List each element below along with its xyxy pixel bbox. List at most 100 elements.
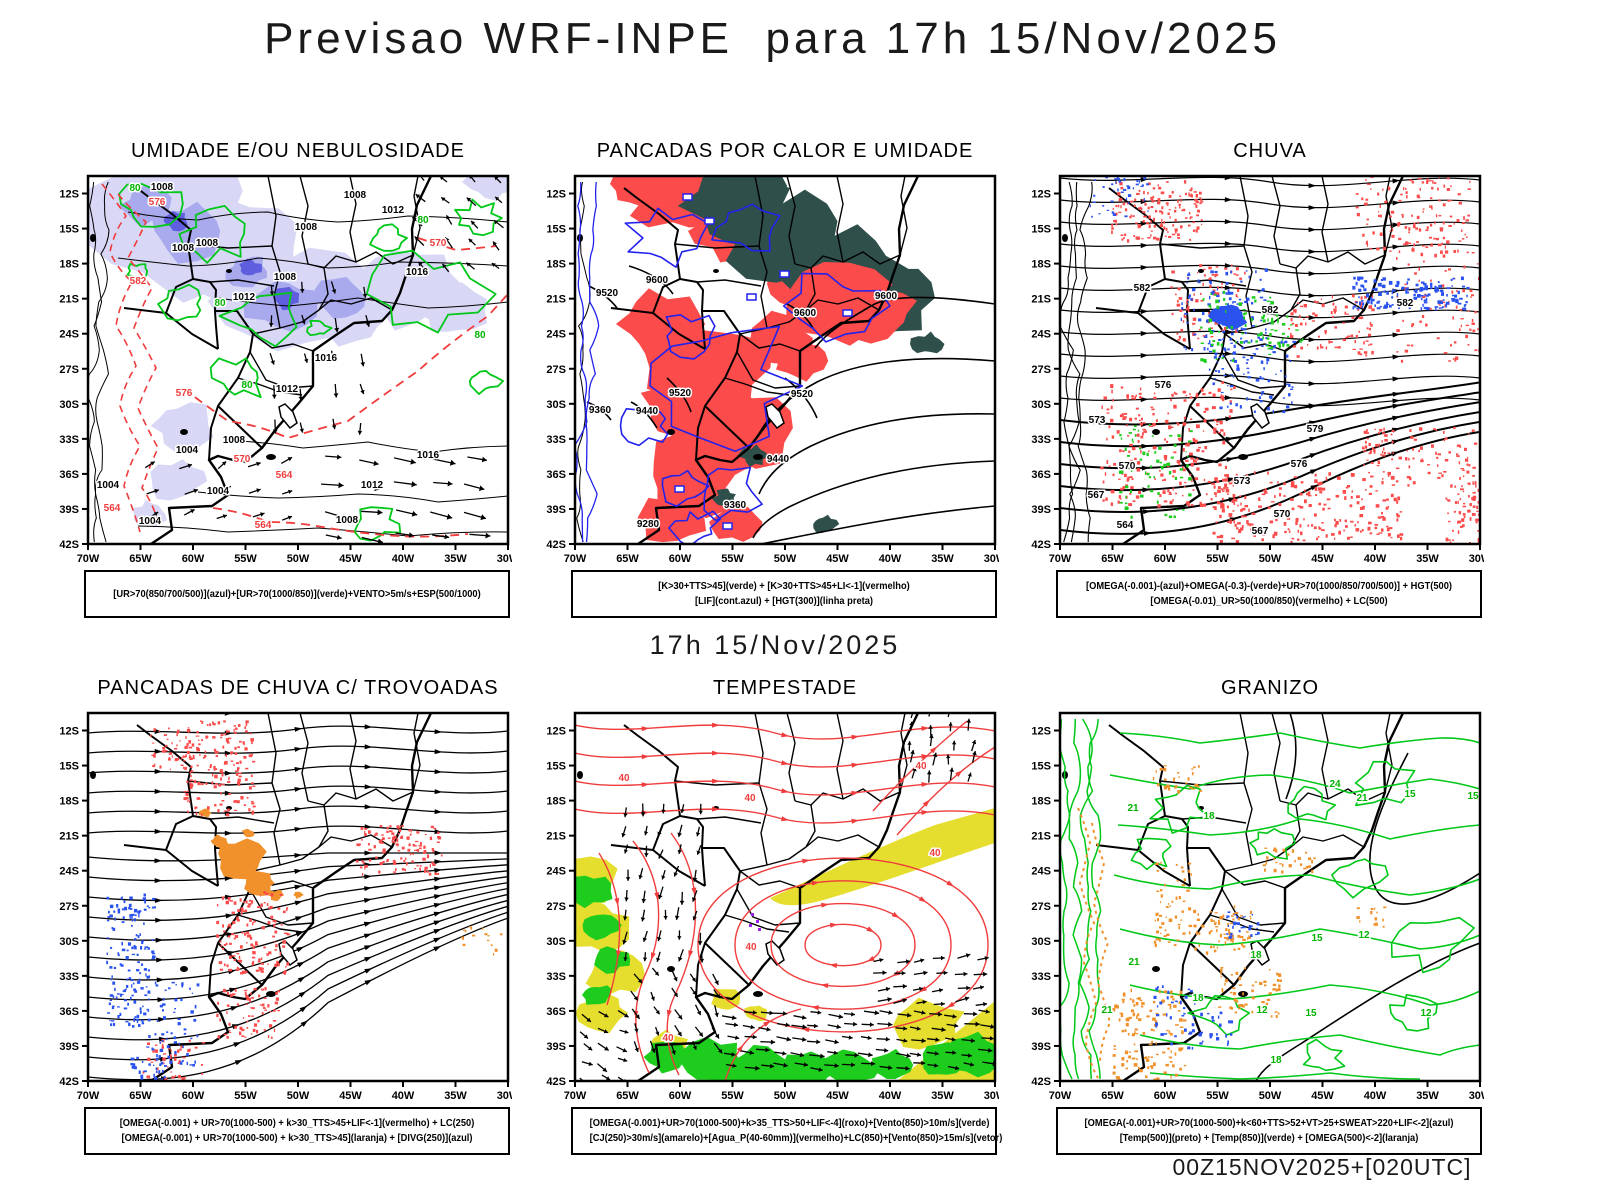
svg-text:1004: 1004: [139, 516, 162, 527]
svg-text:12S: 12S: [546, 726, 566, 738]
svg-text:24S: 24S: [59, 329, 79, 341]
svg-text:42S: 42S: [59, 539, 79, 551]
axis-ticks: 12S 15S 18S 21S 24S 27S 30S 33S 36S 39S 42S 70W 65W 6…: [546, 726, 999, 1103]
svg-text:9440: 9440: [767, 454, 790, 465]
caption-line: [OMEGA(-0.001)+UR>70(1000-500)+k>35_TTS>…: [589, 1118, 990, 1129]
svg-text:1008: 1008: [196, 238, 219, 249]
svg-text:55W: 55W: [234, 1090, 257, 1102]
map-chuva: 5825825825795765765735735705705675675641…: [1031, 174, 1484, 566]
svg-text:1012: 1012: [361, 480, 384, 491]
svg-text:50W: 50W: [774, 553, 797, 565]
svg-text:55W: 55W: [721, 1090, 744, 1102]
svg-text:15: 15: [1311, 933, 1323, 944]
svg-text:33S: 33S: [59, 434, 79, 446]
svg-text:21S: 21S: [1031, 831, 1051, 843]
caption-box: [K>30+TTS>45](verde) + [K>30+TTS>45+LI<-…: [571, 570, 997, 618]
svg-text:40W: 40W: [879, 553, 902, 565]
contour-labels: 582 582 582 579 576 576 573 573 570 570 567 567 564: [1086, 282, 1415, 539]
svg-text:582: 582: [1262, 305, 1279, 316]
svg-text:42S: 42S: [1031, 539, 1051, 551]
svg-text:18S: 18S: [1031, 259, 1051, 271]
svg-text:50W: 50W: [1259, 553, 1282, 565]
svg-text:576: 576: [149, 197, 166, 208]
svg-text:1012: 1012: [382, 205, 405, 216]
svg-text:21S: 21S: [546, 831, 566, 843]
svg-text:15S: 15S: [59, 224, 79, 236]
svg-text:15: 15: [1305, 1008, 1317, 1019]
svg-text:12S: 12S: [1031, 726, 1051, 738]
map-content: [575, 176, 995, 544]
svg-text:573: 573: [1234, 476, 1251, 487]
axis-ticks: 12S 15S 18S 21S 24S 27S 30S 33S 36S 39S 42S 70W 65W 6…: [1031, 726, 1484, 1103]
svg-text:30S: 30S: [59, 399, 79, 411]
svg-text:39S: 39S: [59, 1041, 79, 1053]
svg-text:30S: 30S: [546, 936, 566, 948]
caption-box: [OMEGA(-0.001)-(azul)+OMEGA(-0.3)-(verde…: [1056, 570, 1482, 618]
axis-ticks: 12S 15S 18S 21S 24S 27S 30S 33S 36S 39S 42S 70W 65W 6…: [546, 189, 999, 566]
svg-text:564: 564: [1117, 520, 1134, 531]
svg-text:65W: 65W: [1101, 1090, 1124, 1102]
map-tempestade: 40 40 40 40 40 40 12S 15S 18S 21S 24S 27S 30S 33S 36S 3…: [546, 711, 999, 1103]
panel-title: UMIDADE E/OU NEBULOSIDADE: [131, 140, 465, 162]
svg-text:30W: 30W: [984, 1090, 999, 1102]
svg-text:582: 582: [1397, 298, 1414, 309]
svg-text:60W: 60W: [669, 1090, 692, 1102]
svg-text:15S: 15S: [1031, 761, 1051, 773]
svg-text:9520: 9520: [791, 389, 814, 400]
svg-text:40: 40: [618, 773, 630, 784]
svg-text:15: 15: [1467, 791, 1479, 802]
svg-text:21: 21: [1127, 803, 1139, 814]
svg-text:12: 12: [1358, 930, 1370, 941]
svg-text:15: 15: [1404, 789, 1416, 800]
svg-text:45W: 45W: [339, 553, 362, 565]
svg-text:567: 567: [1252, 526, 1269, 537]
svg-text:1008: 1008: [336, 515, 359, 526]
svg-text:40W: 40W: [1364, 1090, 1387, 1102]
svg-text:9600: 9600: [646, 275, 669, 286]
caption-line: [UR>70(850/700/500)](azul)+[UR>70(1000/8…: [113, 588, 481, 600]
caption-line: [CJ(250)>30m/s](amarelo)+[Agua_P(40-60mm…: [589, 1133, 1003, 1144]
svg-text:21S: 21S: [59, 831, 79, 843]
svg-text:36S: 36S: [546, 469, 566, 481]
svg-text:1004: 1004: [207, 486, 230, 497]
svg-text:40W: 40W: [1364, 553, 1387, 565]
svg-text:65W: 65W: [129, 553, 152, 565]
svg-text:564: 564: [255, 520, 272, 531]
page-title: Previsao WRF-INPE para 17h 15/Nov/2025: [264, 14, 1281, 63]
svg-text:21: 21: [1101, 1005, 1113, 1016]
svg-text:36S: 36S: [1031, 469, 1051, 481]
panel-title: GRANIZO: [1220, 677, 1320, 699]
svg-text:15S: 15S: [546, 224, 566, 236]
svg-text:30S: 30S: [1031, 399, 1051, 411]
svg-text:60W: 60W: [1154, 1090, 1177, 1102]
svg-text:1016: 1016: [406, 267, 429, 278]
map-content: [1060, 176, 1480, 544]
svg-text:40: 40: [745, 942, 757, 953]
svg-text:12: 12: [1420, 1008, 1432, 1019]
svg-text:42S: 42S: [59, 1076, 79, 1088]
svg-text:40W: 40W: [879, 1090, 902, 1102]
svg-text:30S: 30S: [1031, 936, 1051, 948]
map-content: [1060, 713, 1480, 1081]
panel-title: CHUVA: [1233, 140, 1307, 162]
svg-text:70W: 70W: [1049, 553, 1072, 565]
svg-text:70W: 70W: [77, 553, 100, 565]
svg-text:36S: 36S: [59, 469, 79, 481]
axis-ticks: 12S 15S 18S 21S 24S 27S 30S 33S 36S 39S 42S 70W 65W 6…: [1031, 189, 1484, 566]
svg-text:30W: 30W: [1469, 1090, 1484, 1102]
svg-text:30W: 30W: [984, 553, 999, 565]
panel-trovoadas: PANCADAS DE CHUVA C/ TROVOADAS 12S 15S 18S…: [54, 677, 512, 1155]
svg-text:40: 40: [929, 848, 941, 859]
panel-chuva: CHUVA 582 582 582 579 576 576 573 573 570 570 567 5…: [1026, 140, 1484, 618]
svg-text:39S: 39S: [1031, 1041, 1051, 1053]
svg-text:65W: 65W: [129, 1090, 152, 1102]
svg-text:24S: 24S: [546, 329, 566, 341]
svg-text:50W: 50W: [1259, 1090, 1282, 1102]
svg-text:27S: 27S: [1031, 901, 1051, 913]
run-info-label: 00Z15NOV2025+[020UTC]: [1172, 1154, 1472, 1180]
svg-text:42S: 42S: [1031, 1076, 1051, 1088]
svg-text:30S: 30S: [546, 399, 566, 411]
panel-tempestade: TEMPESTADE 40 40 40 40 40 40 12S 15S 18S 21S 24S 27…: [541, 677, 1003, 1155]
svg-text:24S: 24S: [1031, 866, 1051, 878]
